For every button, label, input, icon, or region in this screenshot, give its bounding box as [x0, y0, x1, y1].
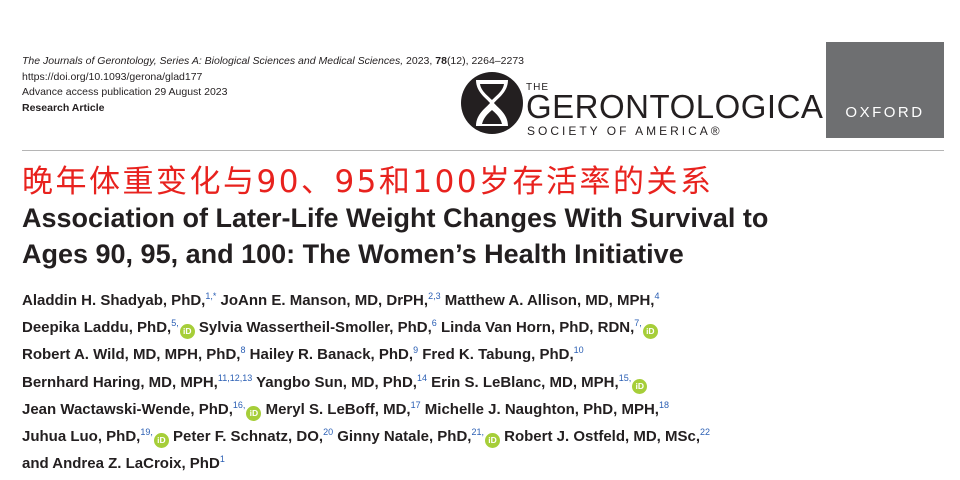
author-list: Aladdin H. Shadyab, PhD,1,* JoAnn E. Man…	[22, 287, 952, 477]
author-name[interactable]: Erin S. LeBlanc, MD, MPH,	[426, 373, 619, 391]
orcid-icon[interactable]: iD	[632, 378, 648, 394]
journal-year: 2023,	[403, 55, 436, 67]
author-name[interactable]: Meryl S. LeBoff, MD,	[261, 400, 411, 418]
author-name[interactable]: Robert J. Ostfeld, MD, MSc,	[499, 428, 701, 446]
gsa-name-text: GERONTOLOGICAL	[526, 88, 843, 125]
hourglass-logo-icon	[461, 72, 523, 134]
author-name[interactable]: Deepika Laddu, PhD,	[22, 319, 172, 337]
author-name[interactable]: Aladdin H. Shadyab, PhD,	[22, 292, 206, 309]
oxford-logo-text: OXFORD	[845, 104, 925, 121]
author-line: Juhua Luo, PhD,19,iD Peter F. Schnatz, D…	[22, 423, 952, 450]
author-name[interactable]: Peter F. Schnatz, DO,	[168, 428, 324, 446]
affiliation-superscript[interactable]: 4	[654, 291, 660, 301]
author-name[interactable]: Linda Van Horn, PhD, RDN,	[436, 319, 635, 337]
affiliation-superscript[interactable]: 20	[323, 427, 334, 438]
gsa-logo: THE GERONTOLOGICAL SOCIETY OF AMERICA®	[460, 68, 842, 142]
author-name[interactable]: Bernhard Haring, MD, MPH,	[22, 373, 218, 391]
article-title-line-2: Ages 90, 95, and 100: The Women’s Health…	[22, 239, 684, 269]
chinese-title: 晚年体重变化与90、95和100岁存活率的关系	[22, 164, 714, 200]
affiliation-superscript[interactable]: 2,3	[428, 291, 441, 301]
author-name[interactable]: Juhua Luo, PhD,	[22, 428, 141, 446]
orcid-icon[interactable]: iD	[484, 433, 500, 449]
affiliation-superscript[interactable]: 8	[240, 345, 246, 356]
header-divider	[22, 150, 944, 151]
affiliation-superscript[interactable]: 1	[219, 454, 225, 465]
author-line: Robert A. Wild, MD, MPH, PhD,8 Hailey R.…	[22, 341, 952, 368]
orcid-icon[interactable]: iD	[642, 324, 658, 340]
journal-citation: The Journals of Gerontology, Series A: B…	[22, 54, 524, 70]
journal-volume: 78	[435, 55, 447, 67]
article-title-line-1: Association of Later-Life Weight Changes…	[22, 203, 769, 233]
affiliation-superscript[interactable]: 14	[416, 372, 427, 383]
orcid-icon[interactable]: iD	[246, 405, 262, 421]
author-name[interactable]: Sylvia Wassertheil-Smoller, PhD,	[194, 319, 432, 337]
journal-name: The Journals of Gerontology, Series A: B…	[22, 55, 404, 67]
orcid-icon[interactable]: iD	[179, 324, 195, 340]
author-name[interactable]: JoAnn E. Manson, MD, DrPH,	[216, 292, 429, 309]
author-name[interactable]: Hailey R. Banack, PhD,	[245, 346, 414, 364]
author-name[interactable]: and Andrea Z. LaCroix, PhD	[22, 455, 220, 473]
affiliation-superscript[interactable]: 18	[658, 399, 669, 410]
affiliation-superscript[interactable]: 10	[573, 345, 584, 356]
author-line: Aladdin H. Shadyab, PhD,1,* JoAnn E. Man…	[22, 287, 952, 314]
author-name[interactable]: Michelle J. Naughton, PhD, MPH,	[420, 400, 659, 418]
author-line: Deepika Laddu, PhD,5,iD Sylvia Wasserthe…	[22, 314, 952, 341]
affiliation-superscript[interactable]: 1,*	[205, 291, 217, 301]
doi-link[interactable]: https://doi.org/10.1093/gerona/glad177	[22, 70, 203, 83]
affiliation-superscript[interactable]: 16,	[232, 399, 246, 410]
gsa-the-text: THE	[526, 82, 549, 93]
affiliation-superscript[interactable]: 6	[431, 318, 437, 329]
affiliation-superscript[interactable]: 21,	[471, 427, 484, 438]
author-name[interactable]: Jean Wactawski-Wende, PhD,	[22, 400, 233, 418]
affiliation-superscript[interactable]: 11,12,13	[217, 372, 253, 383]
journal-issue-pages: (12), 2264–2273	[446, 55, 525, 67]
author-name[interactable]: Ginny Natale, PhD,	[333, 428, 472, 446]
affiliation-superscript[interactable]: 22	[700, 427, 711, 438]
affiliation-superscript[interactable]: 9	[413, 345, 419, 356]
affiliation-superscript[interactable]: 7,	[634, 318, 642, 329]
affiliation-superscript[interactable]: 19,	[140, 427, 153, 438]
affiliation-superscript[interactable]: 5,	[171, 318, 179, 329]
author-line: Jean Wactawski-Wende, PhD,16,iD Meryl S.…	[22, 396, 952, 423]
affiliation-superscript[interactable]: 17	[410, 399, 421, 410]
author-name[interactable]: Fred K. Tabung, PhD,	[418, 346, 574, 364]
author-line: and Andrea Z. LaCroix, PhD1	[22, 450, 952, 477]
oxford-logo: OXFORD	[826, 42, 944, 138]
article-type: Research Article	[22, 101, 105, 114]
access-date: Advance access publication 29 August 202…	[22, 86, 228, 98]
article-metadata: The Journals of Gerontology, Series A: B…	[22, 54, 524, 116]
article-title: Association of Later-Life Weight Changes…	[22, 200, 952, 272]
author-name[interactable]: Yangbo Sun, MD, PhD,	[252, 373, 417, 391]
orcid-icon[interactable]: iD	[153, 433, 169, 449]
affiliation-superscript[interactable]: 15,	[618, 372, 632, 383]
author-name[interactable]: Robert A. Wild, MD, MPH, PhD,	[22, 346, 241, 364]
author-line: Bernhard Haring, MD, MPH,11,12,13 Yangbo…	[22, 369, 952, 396]
author-name[interactable]: Matthew A. Allison, MD, MPH,	[440, 292, 655, 309]
gsa-sub-text: SOCIETY OF AMERICA®	[527, 124, 723, 138]
